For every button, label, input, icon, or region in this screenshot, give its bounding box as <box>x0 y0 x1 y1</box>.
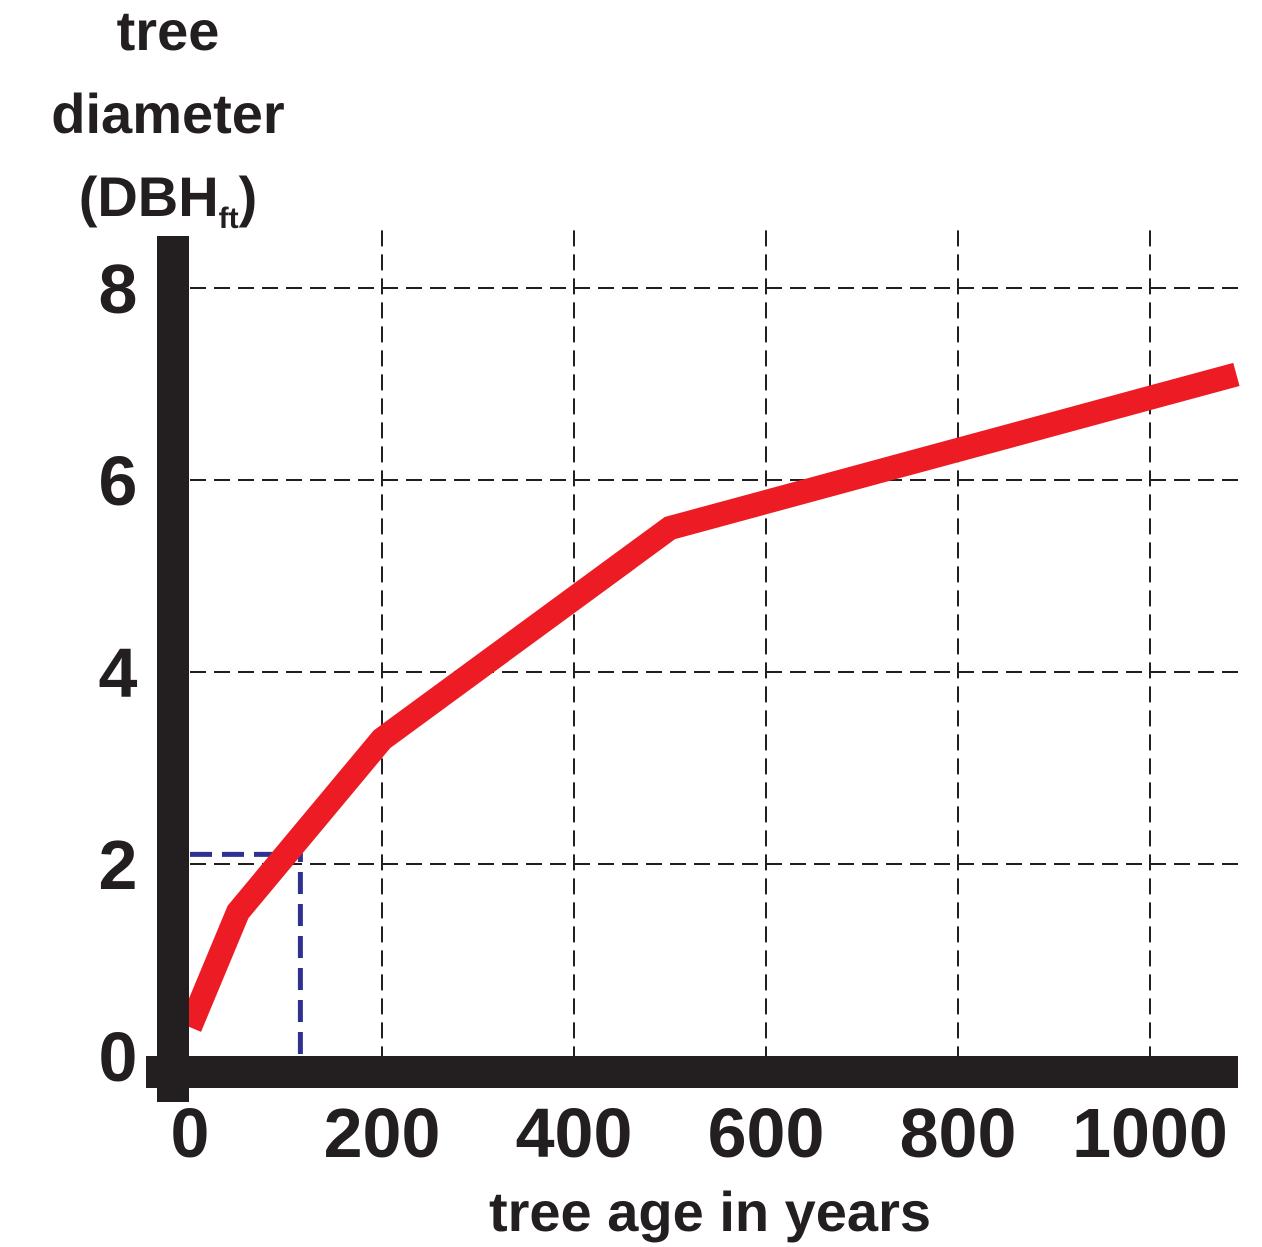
y-axis-title-unit-close: ) <box>239 165 258 228</box>
y-tick-label: 6 <box>99 442 138 520</box>
y-tick-label: 4 <box>99 634 138 712</box>
y-tick-labels: 0 2 4 6 8 <box>99 250 138 1096</box>
y-tick-label: 0 <box>99 1018 138 1096</box>
y-tick-label: 2 <box>99 826 138 904</box>
x-axis-title: tree age in years <box>489 1180 931 1243</box>
x-tick-label: 1000 <box>1072 1094 1228 1172</box>
y-axis-title-line-1: tree <box>117 0 220 62</box>
x-tick-label: 200 <box>324 1094 441 1172</box>
y-axis-title-unit: (DBHft) <box>79 165 258 235</box>
y-axis-title-line-2: diameter <box>51 82 284 145</box>
y-axis-line <box>157 236 189 1102</box>
x-tick-label: 0 <box>171 1094 210 1172</box>
series-line-0 <box>178 362 1240 1032</box>
grid <box>190 230 1238 1056</box>
x-tick-labels: 0 200 400 600 800 1000 <box>171 1094 1228 1172</box>
x-tick-label: 600 <box>708 1094 825 1172</box>
x-tick-label: 800 <box>900 1094 1017 1172</box>
y-axis-title-unit-open: (DBH <box>79 165 219 228</box>
x-axis-line <box>146 1056 1238 1088</box>
y-axis-title: tree diameter (DBHft) <box>51 0 284 235</box>
y-tick-label: 8 <box>99 250 138 328</box>
x-tick-label: 400 <box>516 1094 633 1172</box>
series-layer <box>178 362 1240 1032</box>
y-axis-title-unit-subscript: ft <box>219 202 239 235</box>
axes <box>146 236 1238 1102</box>
